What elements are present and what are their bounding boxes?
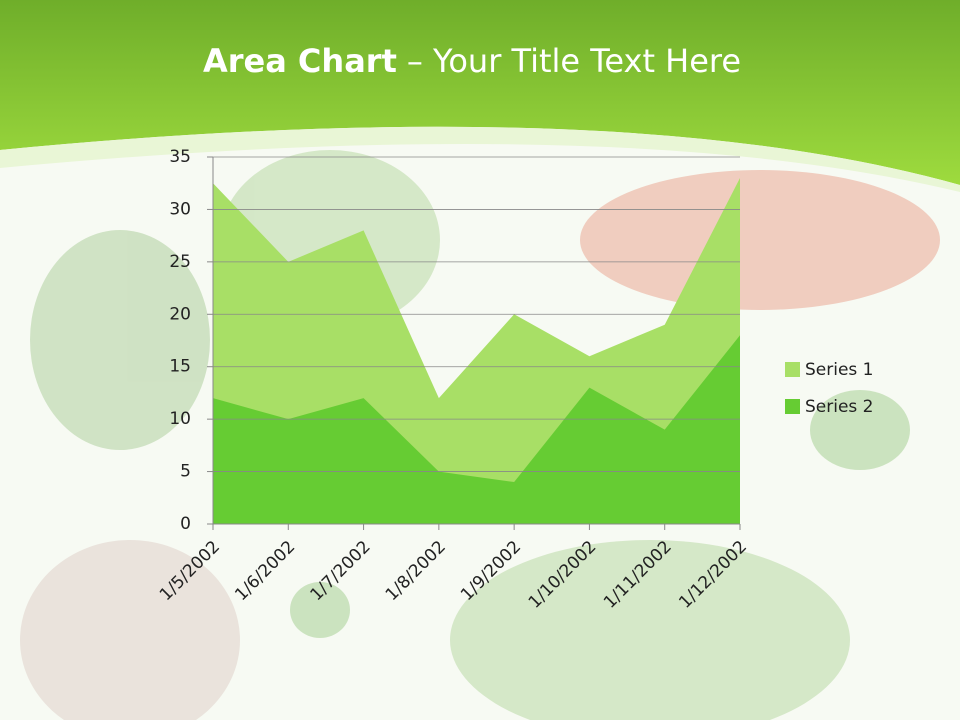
header-band	[0, 0, 960, 185]
y-tick-label: 35	[169, 147, 191, 167]
y-tick-label: 30	[169, 199, 191, 219]
y-tick-label: 10	[169, 409, 191, 429]
vegetable-decor	[20, 150, 940, 724]
legend-swatch	[785, 399, 800, 414]
y-tick-label: 15	[169, 357, 191, 377]
legend-swatch	[785, 362, 800, 377]
y-tick-label: 5	[180, 462, 191, 482]
legend-label: Series 1	[805, 360, 874, 380]
header-curve	[0, 126, 960, 192]
chart-title: Area Chart – Your Title Text Here	[203, 42, 741, 80]
y-tick-label: 0	[180, 514, 191, 534]
title-rest: – Your Title Text Here	[407, 42, 741, 80]
y-tick-label: 25	[169, 252, 191, 272]
y-tick-label: 20	[169, 304, 191, 324]
legend-label: Series 2	[805, 397, 874, 417]
title-bold: Area Chart	[203, 42, 397, 80]
area	[213, 335, 740, 524]
